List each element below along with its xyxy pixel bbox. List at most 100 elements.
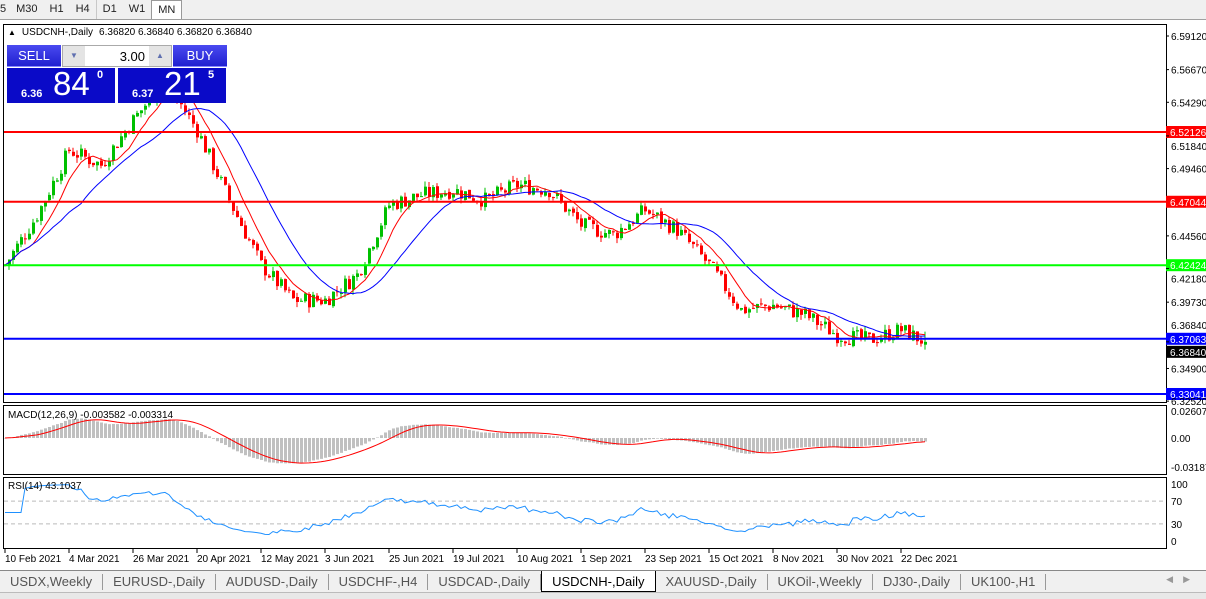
level-price-label: 6.47044 <box>1170 198 1206 209</box>
sell-price[interactable]: 6.36 84 0 <box>7 65 115 103</box>
macd-bar <box>452 427 455 438</box>
rsi-line <box>5 484 926 536</box>
candle-body <box>140 110 143 114</box>
chart-tab[interactable]: UK100-,H1 <box>961 574 1047 590</box>
macd-bar <box>608 438 611 445</box>
price-tick-label: 6.56670 <box>1171 66 1206 77</box>
macd-bar <box>420 424 423 438</box>
candle-body <box>860 329 863 339</box>
candle-body <box>540 191 543 195</box>
macd-bar <box>788 438 791 449</box>
macd-bar <box>228 438 231 448</box>
date-tick-label: 15 Oct 2021 <box>709 554 764 565</box>
timeframe-w1[interactable]: W1 <box>128 3 146 15</box>
macd-bar <box>168 419 171 438</box>
buy-price-big: 21 <box>164 65 201 102</box>
candle-body <box>432 187 435 198</box>
candle-body <box>188 112 191 115</box>
macd-bar <box>784 438 787 450</box>
macd-bar <box>920 438 923 442</box>
lot-decrease-icon[interactable]: ▼ <box>63 46 85 66</box>
macd-bar <box>436 425 439 438</box>
candle-body <box>880 338 883 342</box>
candle-body <box>64 150 67 175</box>
status-strip <box>0 592 1206 599</box>
candle-body <box>664 219 667 223</box>
candle-body <box>124 131 127 138</box>
timeframe-m30[interactable]: M30 <box>16 3 38 15</box>
ma-slow-line <box>4 108 926 337</box>
candle-body <box>104 164 107 166</box>
candle-body <box>232 201 235 211</box>
macd-bar <box>560 436 563 438</box>
timeframe-d1[interactable]: D1 <box>95 0 123 19</box>
price-tick-label: 6.34900 <box>1171 364 1206 375</box>
rsi-label: RSI(14) 43.1037 <box>8 481 82 492</box>
macd-bar <box>408 425 411 438</box>
candle-body <box>36 220 39 222</box>
macd-bar <box>376 437 379 438</box>
macd-bar <box>772 438 775 451</box>
chart-tab[interactable]: AUDUSD-,Daily <box>216 574 329 590</box>
macd-bar <box>252 438 255 458</box>
macd-bar <box>588 438 591 443</box>
candle-body <box>736 303 739 309</box>
chart-tab[interactable]: EURUSD-,Daily <box>103 574 216 590</box>
candle-body <box>700 245 703 255</box>
rsi-tick-label: 70 <box>1171 497 1183 508</box>
timeframe-h4[interactable]: H4 <box>75 3 90 15</box>
candle-body <box>564 201 567 212</box>
candle-body <box>640 205 643 215</box>
lot-size-input[interactable] <box>85 46 149 66</box>
buy-button[interactable]: BUY <box>173 45 227 67</box>
macd-bar <box>184 424 187 438</box>
macd-bar <box>456 427 459 438</box>
chart-tab[interactable]: USDCNH-,Daily <box>541 571 656 592</box>
macd-bar <box>216 438 219 442</box>
candle-body <box>204 136 207 153</box>
macd-bar <box>828 438 831 448</box>
macd-bar <box>128 423 131 438</box>
rsi-tick-label: 100 <box>1171 480 1188 491</box>
macd-bar <box>432 424 435 438</box>
tab-scroll-arrows-icon[interactable]: ◀▶ <box>1166 574 1200 584</box>
macd-bar <box>732 438 735 452</box>
lot-size-stepper[interactable]: ▼ ▲ <box>62 45 172 67</box>
macd-bar <box>896 438 899 443</box>
date-tick-label: 22 Dec 2021 <box>901 554 958 565</box>
date-tick-label: 8 Nov 2021 <box>773 554 825 565</box>
macd-bar <box>572 438 575 440</box>
chart-tab[interactable]: UKOil-,Weekly <box>768 574 873 590</box>
chart-tab[interactable]: USDCHF-,H4 <box>329 574 429 590</box>
lot-increase-icon[interactable]: ▲ <box>149 46 171 66</box>
buy-price[interactable]: 6.37 21 5 <box>118 65 226 103</box>
macd-bar <box>428 424 431 438</box>
chart-area[interactable]: 6.521266.470446.424246.370636.330416.368… <box>0 20 1206 570</box>
candle-body <box>508 181 511 194</box>
candle-body <box>920 340 923 344</box>
candle-body <box>616 232 619 239</box>
candle-body <box>288 289 291 291</box>
candle-body <box>752 307 755 309</box>
macd-bar <box>640 438 643 441</box>
macd-bar <box>848 438 851 449</box>
candle-body <box>192 115 195 124</box>
macd-bar <box>292 438 295 464</box>
timeframe-mn[interactable]: MN <box>151 0 183 19</box>
macd-bar <box>80 418 83 438</box>
macd-bar <box>888 438 891 444</box>
macd-bar <box>172 419 175 438</box>
chart-tab[interactable]: DJ30-,Daily <box>873 574 961 590</box>
chart-tab[interactable]: USDCAD-,Daily <box>428 574 542 590</box>
date-tick-label: 20 Apr 2021 <box>197 554 251 565</box>
macd-bar <box>532 433 535 438</box>
candle-body <box>600 235 603 238</box>
chart-tab[interactable]: XAUUSD-,Daily <box>656 574 768 590</box>
timeframe-h1[interactable]: H1 <box>49 3 64 15</box>
sell-button[interactable]: SELL <box>7 45 61 67</box>
macd-bar <box>584 438 587 442</box>
candle-body <box>424 186 427 196</box>
timeframe-5[interactable]: 5 <box>0 3 7 15</box>
chart-tab[interactable]: USDX,Weekly <box>0 574 104 590</box>
collapse-triangle-icon[interactable]: ▲ <box>8 28 16 37</box>
